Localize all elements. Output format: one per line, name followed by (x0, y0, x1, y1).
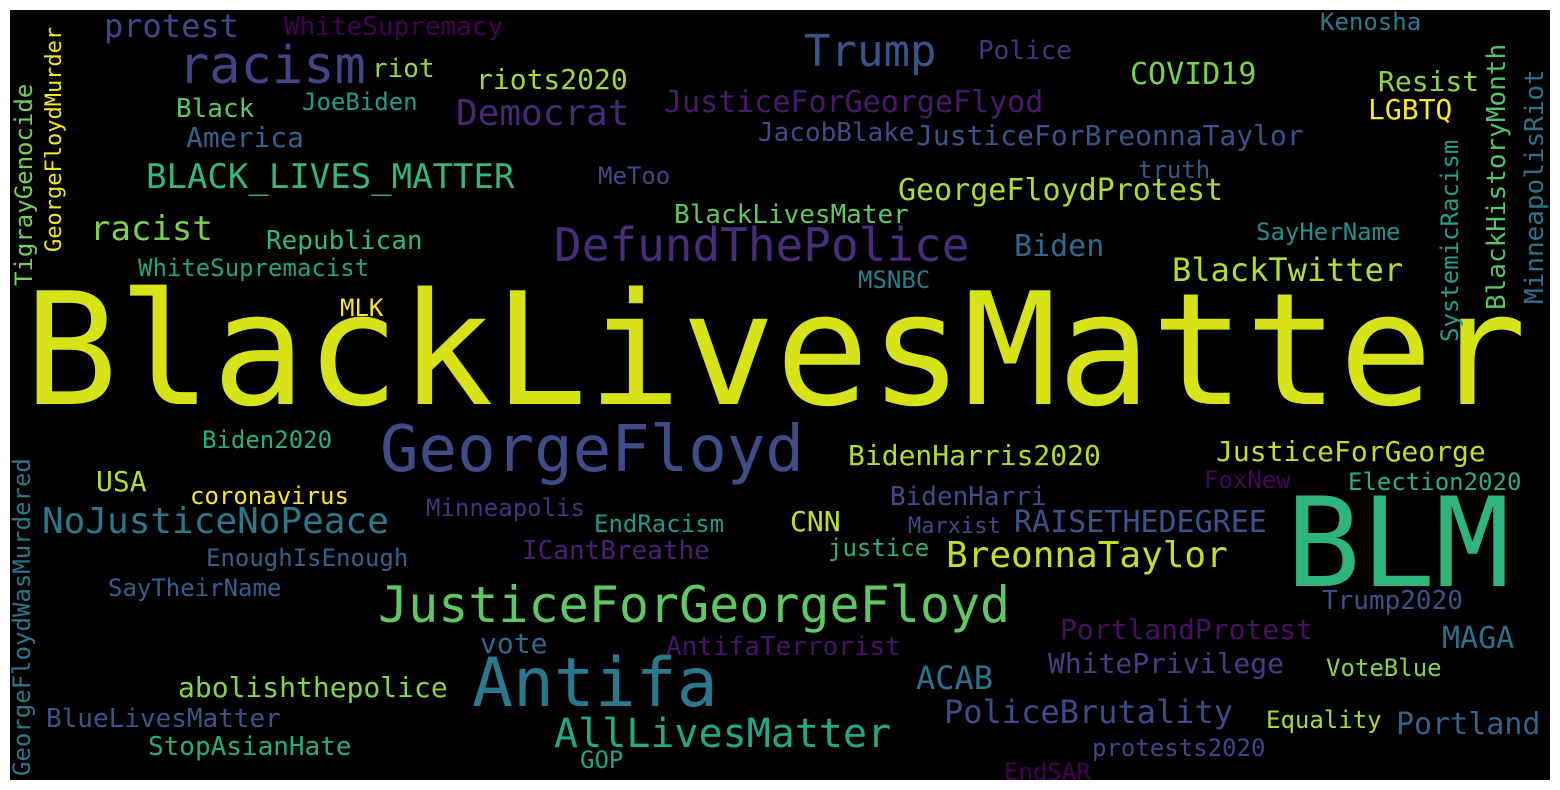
word-alllivesmatter: AllLivesMatter (554, 711, 892, 757)
word-portlandprotest: PortlandProtest (1060, 613, 1313, 646)
word-georgefloyd: GeorgeFloyd (380, 413, 804, 487)
word-biden: Biden (1014, 229, 1105, 264)
word-antifaterrorist: AntifaTerrorist (666, 632, 901, 662)
word-blackhistorymonth: BlackHistoryMonth (1482, 43, 1512, 310)
word-trump2020: Trump2020 (1322, 586, 1463, 616)
word-nojusticenopeace: NoJusticeNoPeace (42, 501, 389, 542)
word-blacklivesmater: BlackLivesMater (674, 200, 909, 230)
word-justiceforgeorgefloyd: JusticeForGeorgeFloyd (378, 576, 1011, 634)
word-whitesupremacy: WhiteSupremacy (284, 12, 504, 42)
word-equality: Equality (1266, 706, 1382, 734)
word-biden2020: Biden2020 (202, 426, 333, 454)
word-minneapolis: Minneapolis (426, 494, 585, 522)
word-cnn: CNN (790, 505, 841, 538)
word-georgefloydmurder: GeorgeFloydMurder (42, 26, 67, 252)
word-portland: Portland (1396, 707, 1541, 742)
word-bidenharris2020: BidenHarris2020 (848, 439, 1101, 472)
word-metoo: MeToo (598, 162, 671, 190)
word-policebrutality: PoliceBrutality (944, 693, 1233, 731)
word-joebiden: JoeBiden (302, 88, 418, 116)
word-sayhername: SayHerName (1256, 218, 1401, 246)
word-bidenharri: BidenHarri (890, 482, 1047, 512)
word-maga: MAGA (1442, 621, 1515, 656)
word-stopasianhate: StopAsianHate (148, 732, 352, 762)
word-vote: vote (480, 627, 548, 660)
word-covid19: COVID19 (1130, 57, 1257, 92)
word-bluelivesmatter: BlueLivesMatter (46, 704, 281, 734)
word-blacktwitter: BlackTwitter (1172, 251, 1404, 289)
word-america: America (186, 121, 305, 154)
word-justiceforgeorge: JusticeForGeorge (1216, 435, 1486, 468)
word-georgefloydwasmurdered: GeorgeFloydWasMurdered (10, 458, 36, 776)
word-enoughisenough: EnoughIsEnough (206, 544, 409, 572)
word-racism: racism (178, 36, 366, 96)
word-justice: justice (828, 534, 930, 562)
word-cloud: BlackLivesMatter BLM GeorgeFloyd Antifa … (10, 10, 1550, 780)
word-trump: Trump (804, 26, 937, 77)
word-raisethedegree: RAISETHEDEGREE (1014, 505, 1267, 540)
word-voteblue: VoteBlue (1326, 654, 1442, 682)
word-blm: BLM (1286, 472, 1510, 616)
word-antifa: Antifa (472, 644, 718, 723)
word-justiceforgeorgeflyod: JusticeForGeorgeFlyod (664, 85, 1044, 120)
word-breonnataylor: BreonnaTaylor (946, 535, 1228, 576)
word-protest: protest (104, 10, 239, 45)
word-whitesupremacist: WhiteSupremacist (138, 254, 370, 282)
word-systemicracism: SystemicRacism (1436, 139, 1464, 342)
word-riots2020: riots2020 (476, 63, 628, 96)
word-protests2020: protests2020 (1092, 734, 1266, 762)
word-endracism: EndRacism (594, 510, 725, 538)
word-riot: riot (372, 54, 435, 84)
word-acab: ACAB (916, 659, 994, 697)
word-icantbreathe: ICantBreathe (522, 536, 710, 566)
word-democrat: Democrat (456, 93, 630, 134)
word-republican: Republican (266, 226, 423, 256)
word-jacobblake: JacobBlake (758, 118, 915, 148)
word-mlk: MLK (340, 294, 384, 322)
word-saytheirname: SayTheirName (108, 574, 282, 602)
word-lgbtq: LGBTQ (1368, 93, 1453, 126)
word-foxnew: FoxNew (1204, 466, 1291, 494)
word-kenosha: Kenosha (1320, 10, 1422, 36)
word-resist: Resist (1378, 65, 1480, 98)
word-msnbc: MSNBC (858, 266, 931, 294)
word-usa: USA (96, 465, 147, 498)
word-truth: truth (1138, 156, 1211, 184)
word-racist: racist (90, 209, 213, 249)
word-georgefloydprotest: GeorgeFloydProtest (898, 173, 1224, 208)
word-election2020: Election2020 (1348, 468, 1522, 496)
word-defundthepolice: DefundThePolice (554, 218, 970, 272)
word-justiceforbreonnataylor: JusticeForBreonnaTaylor (916, 119, 1304, 152)
word-blacklivesmatter: BlackLivesMatter (24, 259, 1527, 441)
word-gop: GOP (580, 746, 624, 774)
word-endsar: EndSAR (1004, 758, 1091, 780)
word-marxist: Marxist (908, 514, 1001, 539)
word-minneapolisriot: MinneapolisRiot (1520, 69, 1550, 304)
word-black-lives-matter: BLACK_LIVES_MATTER (146, 157, 515, 197)
word-police: Police (978, 36, 1072, 66)
word-whiteprivilege: WhitePrivilege (1048, 647, 1285, 680)
word-abolishthepolice: abolishthepolice (178, 671, 448, 704)
word-tigraygenocide: TigrayGenocide (10, 83, 38, 286)
word-black: Black (176, 94, 255, 124)
word-coronavirus: coronavirus (190, 482, 349, 510)
